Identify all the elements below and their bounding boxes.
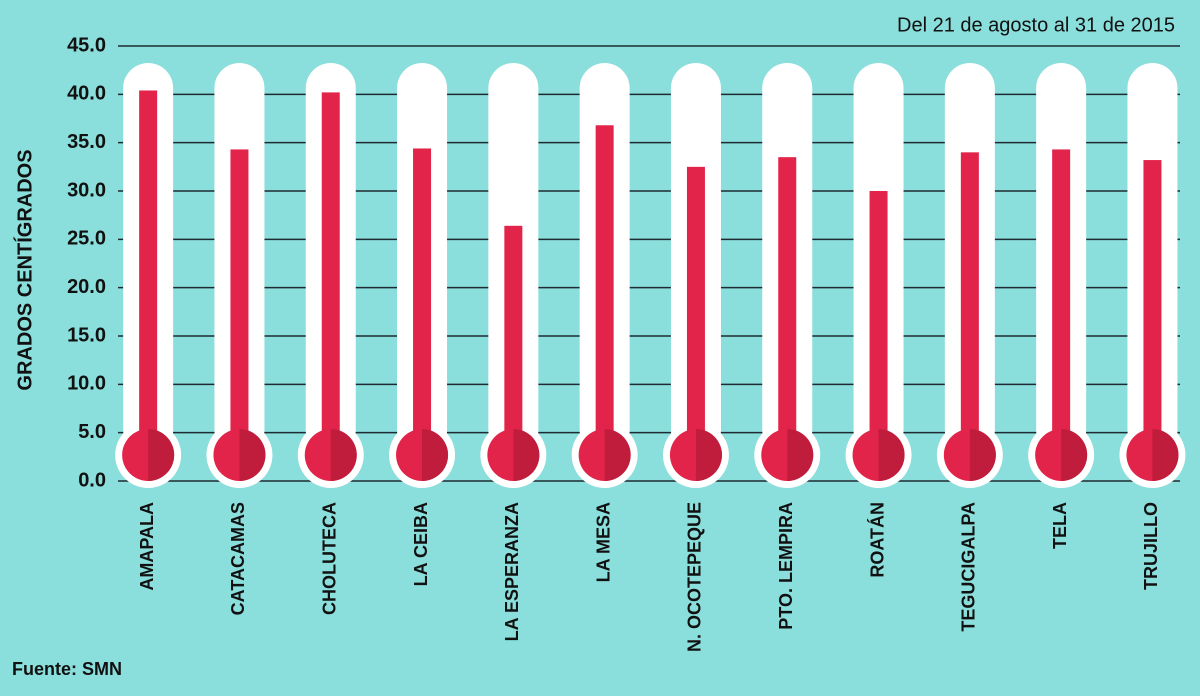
y-tick-label: 25.0 <box>67 228 106 250</box>
x-tick-label: AMAPALA <box>137 502 157 591</box>
mercury <box>139 90 158 455</box>
bulb-shade <box>878 429 905 481</box>
x-tick-label: CATACAMAS <box>228 502 248 615</box>
y-tick-label: 10.0 <box>67 373 106 395</box>
mercury <box>1143 160 1162 456</box>
bulb-shade <box>969 429 996 481</box>
y-tick-label: 45.0 <box>67 34 106 56</box>
bulb-shade <box>1152 429 1179 481</box>
mercury <box>960 152 979 456</box>
source: Fuente: SMN <box>12 659 122 679</box>
y-tick-label: 30.0 <box>67 179 106 201</box>
y-tick-label: 20.0 <box>67 276 106 298</box>
x-tick-label: CHOLUTECA <box>320 502 340 615</box>
bulb-shade <box>422 429 449 481</box>
y-tick-label: 35.0 <box>67 131 106 153</box>
bulb-shade <box>604 429 631 481</box>
mercury <box>504 225 523 455</box>
x-tick-label: PTO. LEMPIRA <box>776 502 796 630</box>
bulb-shade <box>513 429 540 481</box>
thermometers: AMAPALA CATACAMAS CHOLUTECA LA CEIBA LA ESPE… <box>115 63 1186 652</box>
mercury <box>595 125 614 456</box>
x-tick-label: LA ESPERANZA <box>502 502 522 641</box>
mercury <box>413 148 432 455</box>
x-tick-label: TRUJILLO <box>1141 502 1161 590</box>
x-tick-label: N. OCOTEPEQUE <box>685 502 705 652</box>
x-tick-label: LA CEIBA <box>411 502 431 586</box>
mercury <box>321 92 340 456</box>
chart-subtitle: Del 21 de agosto al 31 de 2015 <box>897 14 1175 36</box>
bulb-shade <box>148 429 175 481</box>
bulb-shade <box>695 429 722 481</box>
x-tick-label: LA MESA <box>593 502 613 582</box>
y-axis-label: GRADOS CENTÍGRADOS <box>13 149 36 390</box>
bulb-shade <box>239 429 266 481</box>
mercury <box>686 166 705 456</box>
mercury <box>869 191 888 455</box>
x-tick-label: ROATÁN <box>866 502 887 578</box>
y-tick-label: 15.0 <box>67 324 106 346</box>
mercury <box>778 157 797 455</box>
y-tick-label: 5.0 <box>78 421 106 443</box>
x-tick-label: TEGUCIGALPA <box>959 502 979 632</box>
bulb-shade <box>330 429 357 481</box>
y-tick-label: 40.0 <box>67 83 106 105</box>
x-tick-label: TELA <box>1050 502 1070 549</box>
grid: 0.0 5.0 10.0 15.0 20.0 25.0 30.0 35.0 40.0 45.0 <box>67 34 1180 491</box>
bulb-shade <box>787 429 814 481</box>
bulb-shade <box>1061 429 1088 481</box>
mercury <box>1052 149 1071 455</box>
y-tick-label: 0.0 <box>78 469 106 491</box>
mercury <box>230 149 249 455</box>
